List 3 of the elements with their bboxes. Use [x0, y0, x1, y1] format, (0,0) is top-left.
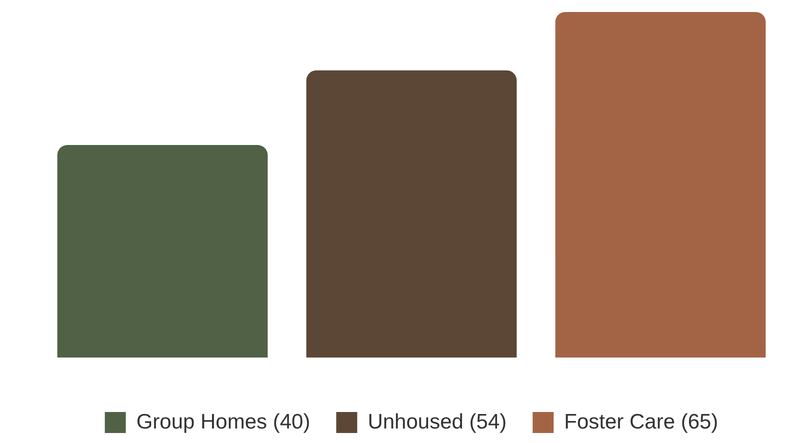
legend-label: Foster Care (65) [564, 410, 718, 434]
legend-label: Group Homes (40) [136, 410, 310, 434]
legend-label: Unhoused (54) [368, 410, 507, 434]
